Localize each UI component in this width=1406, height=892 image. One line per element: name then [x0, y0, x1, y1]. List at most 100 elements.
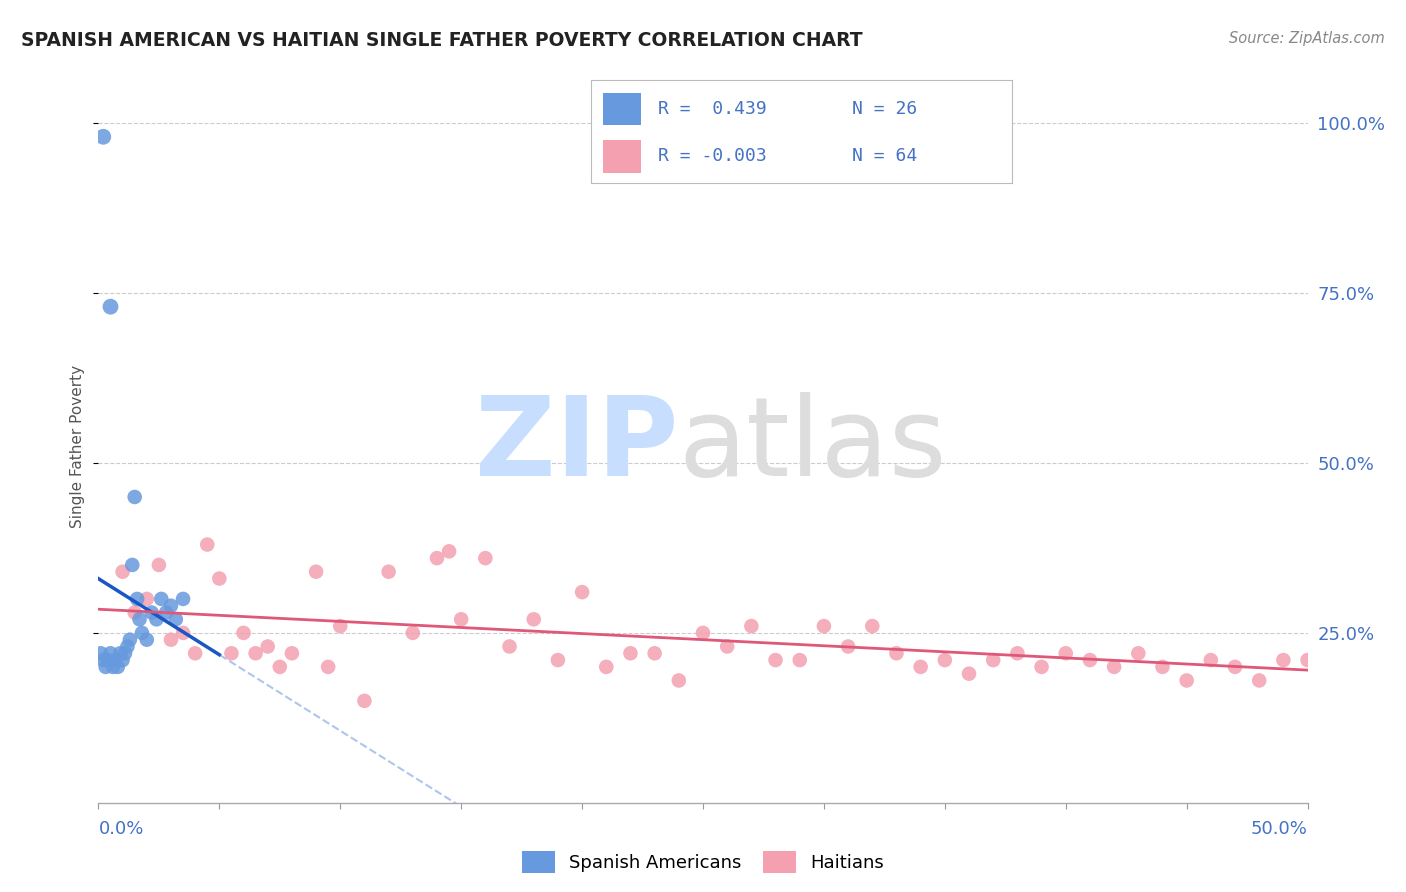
Point — [256, 640, 278, 654]
Point — [498, 640, 520, 654]
Point — [353, 694, 375, 708]
Point — [155, 606, 177, 620]
Point — [118, 632, 141, 647]
Point — [245, 646, 267, 660]
Text: Source: ZipAtlas.com: Source: ZipAtlas.com — [1229, 31, 1385, 46]
Point — [108, 646, 131, 660]
Point — [128, 612, 150, 626]
Point — [377, 565, 399, 579]
Point — [1078, 653, 1101, 667]
Point — [1175, 673, 1198, 688]
Point — [184, 646, 207, 660]
Point — [644, 646, 666, 660]
Y-axis label: Single Father Poverty: Single Father Poverty — [70, 365, 86, 527]
Point — [1199, 653, 1222, 667]
Point — [141, 606, 163, 620]
Point — [172, 591, 194, 606]
Point — [117, 640, 139, 654]
Text: 50.0%: 50.0% — [1251, 820, 1308, 838]
Point — [934, 653, 956, 667]
Point — [100, 300, 122, 314]
Point — [195, 537, 218, 551]
Point — [426, 551, 449, 566]
Point — [547, 653, 569, 667]
Point — [1296, 653, 1319, 667]
Point — [121, 558, 143, 572]
Point — [668, 673, 690, 688]
Point — [402, 626, 425, 640]
Point — [124, 490, 146, 504]
FancyBboxPatch shape — [603, 140, 641, 173]
Point — [837, 640, 859, 654]
Text: SPANISH AMERICAN VS HAITIAN SINGLE FATHER POVERTY CORRELATION CHART: SPANISH AMERICAN VS HAITIAN SINGLE FATHE… — [21, 31, 863, 50]
Point — [124, 606, 146, 620]
Point — [316, 660, 339, 674]
Point — [329, 619, 352, 633]
Point — [150, 591, 173, 606]
Point — [619, 646, 641, 660]
Point — [1007, 646, 1029, 660]
Point — [1320, 660, 1343, 674]
Point — [716, 640, 738, 654]
Point — [523, 612, 546, 626]
Point — [1054, 646, 1077, 660]
Point — [910, 660, 932, 674]
Point — [1249, 673, 1271, 688]
Point — [104, 653, 127, 667]
Text: N = 26: N = 26 — [852, 100, 917, 118]
Legend: Spanish Americans, Haitians: Spanish Americans, Haitians — [515, 844, 891, 880]
Text: R = -0.003: R = -0.003 — [658, 147, 766, 165]
Point — [90, 646, 112, 660]
Point — [886, 646, 908, 660]
Point — [111, 653, 134, 667]
Point — [131, 626, 153, 640]
Point — [208, 572, 231, 586]
Point — [160, 599, 183, 613]
Point — [127, 591, 149, 606]
Point — [135, 591, 157, 606]
Text: ZIP: ZIP — [475, 392, 679, 500]
Point — [145, 612, 167, 626]
Point — [91, 129, 114, 144]
Text: N = 64: N = 64 — [852, 147, 917, 165]
Point — [281, 646, 304, 660]
Point — [305, 565, 328, 579]
Point — [860, 619, 883, 633]
FancyBboxPatch shape — [603, 93, 641, 126]
Point — [1393, 660, 1406, 674]
Point — [1128, 646, 1150, 660]
Point — [1344, 666, 1367, 681]
Text: atlas: atlas — [679, 392, 948, 500]
Point — [595, 660, 617, 674]
Point — [172, 626, 194, 640]
Text: 0.0%: 0.0% — [98, 820, 143, 838]
Text: R =  0.439: R = 0.439 — [658, 100, 766, 118]
Point — [160, 632, 183, 647]
Point — [474, 551, 496, 566]
Point — [571, 585, 593, 599]
Point — [100, 646, 122, 660]
Point — [1102, 660, 1125, 674]
Point — [94, 660, 117, 674]
Point — [111, 565, 134, 579]
Point — [135, 632, 157, 647]
Point — [91, 653, 114, 667]
Point — [437, 544, 460, 558]
Point — [450, 612, 472, 626]
Point — [165, 612, 187, 626]
Point — [981, 653, 1004, 667]
Point — [114, 646, 136, 660]
Point — [269, 660, 291, 674]
Point — [692, 626, 714, 640]
Point — [148, 558, 170, 572]
Point — [221, 646, 243, 660]
Point — [1223, 660, 1246, 674]
Point — [957, 666, 980, 681]
Point — [1152, 660, 1174, 674]
Point — [789, 653, 811, 667]
Point — [813, 619, 835, 633]
Point — [765, 653, 787, 667]
Point — [232, 626, 254, 640]
Point — [101, 660, 124, 674]
Point — [1031, 660, 1053, 674]
